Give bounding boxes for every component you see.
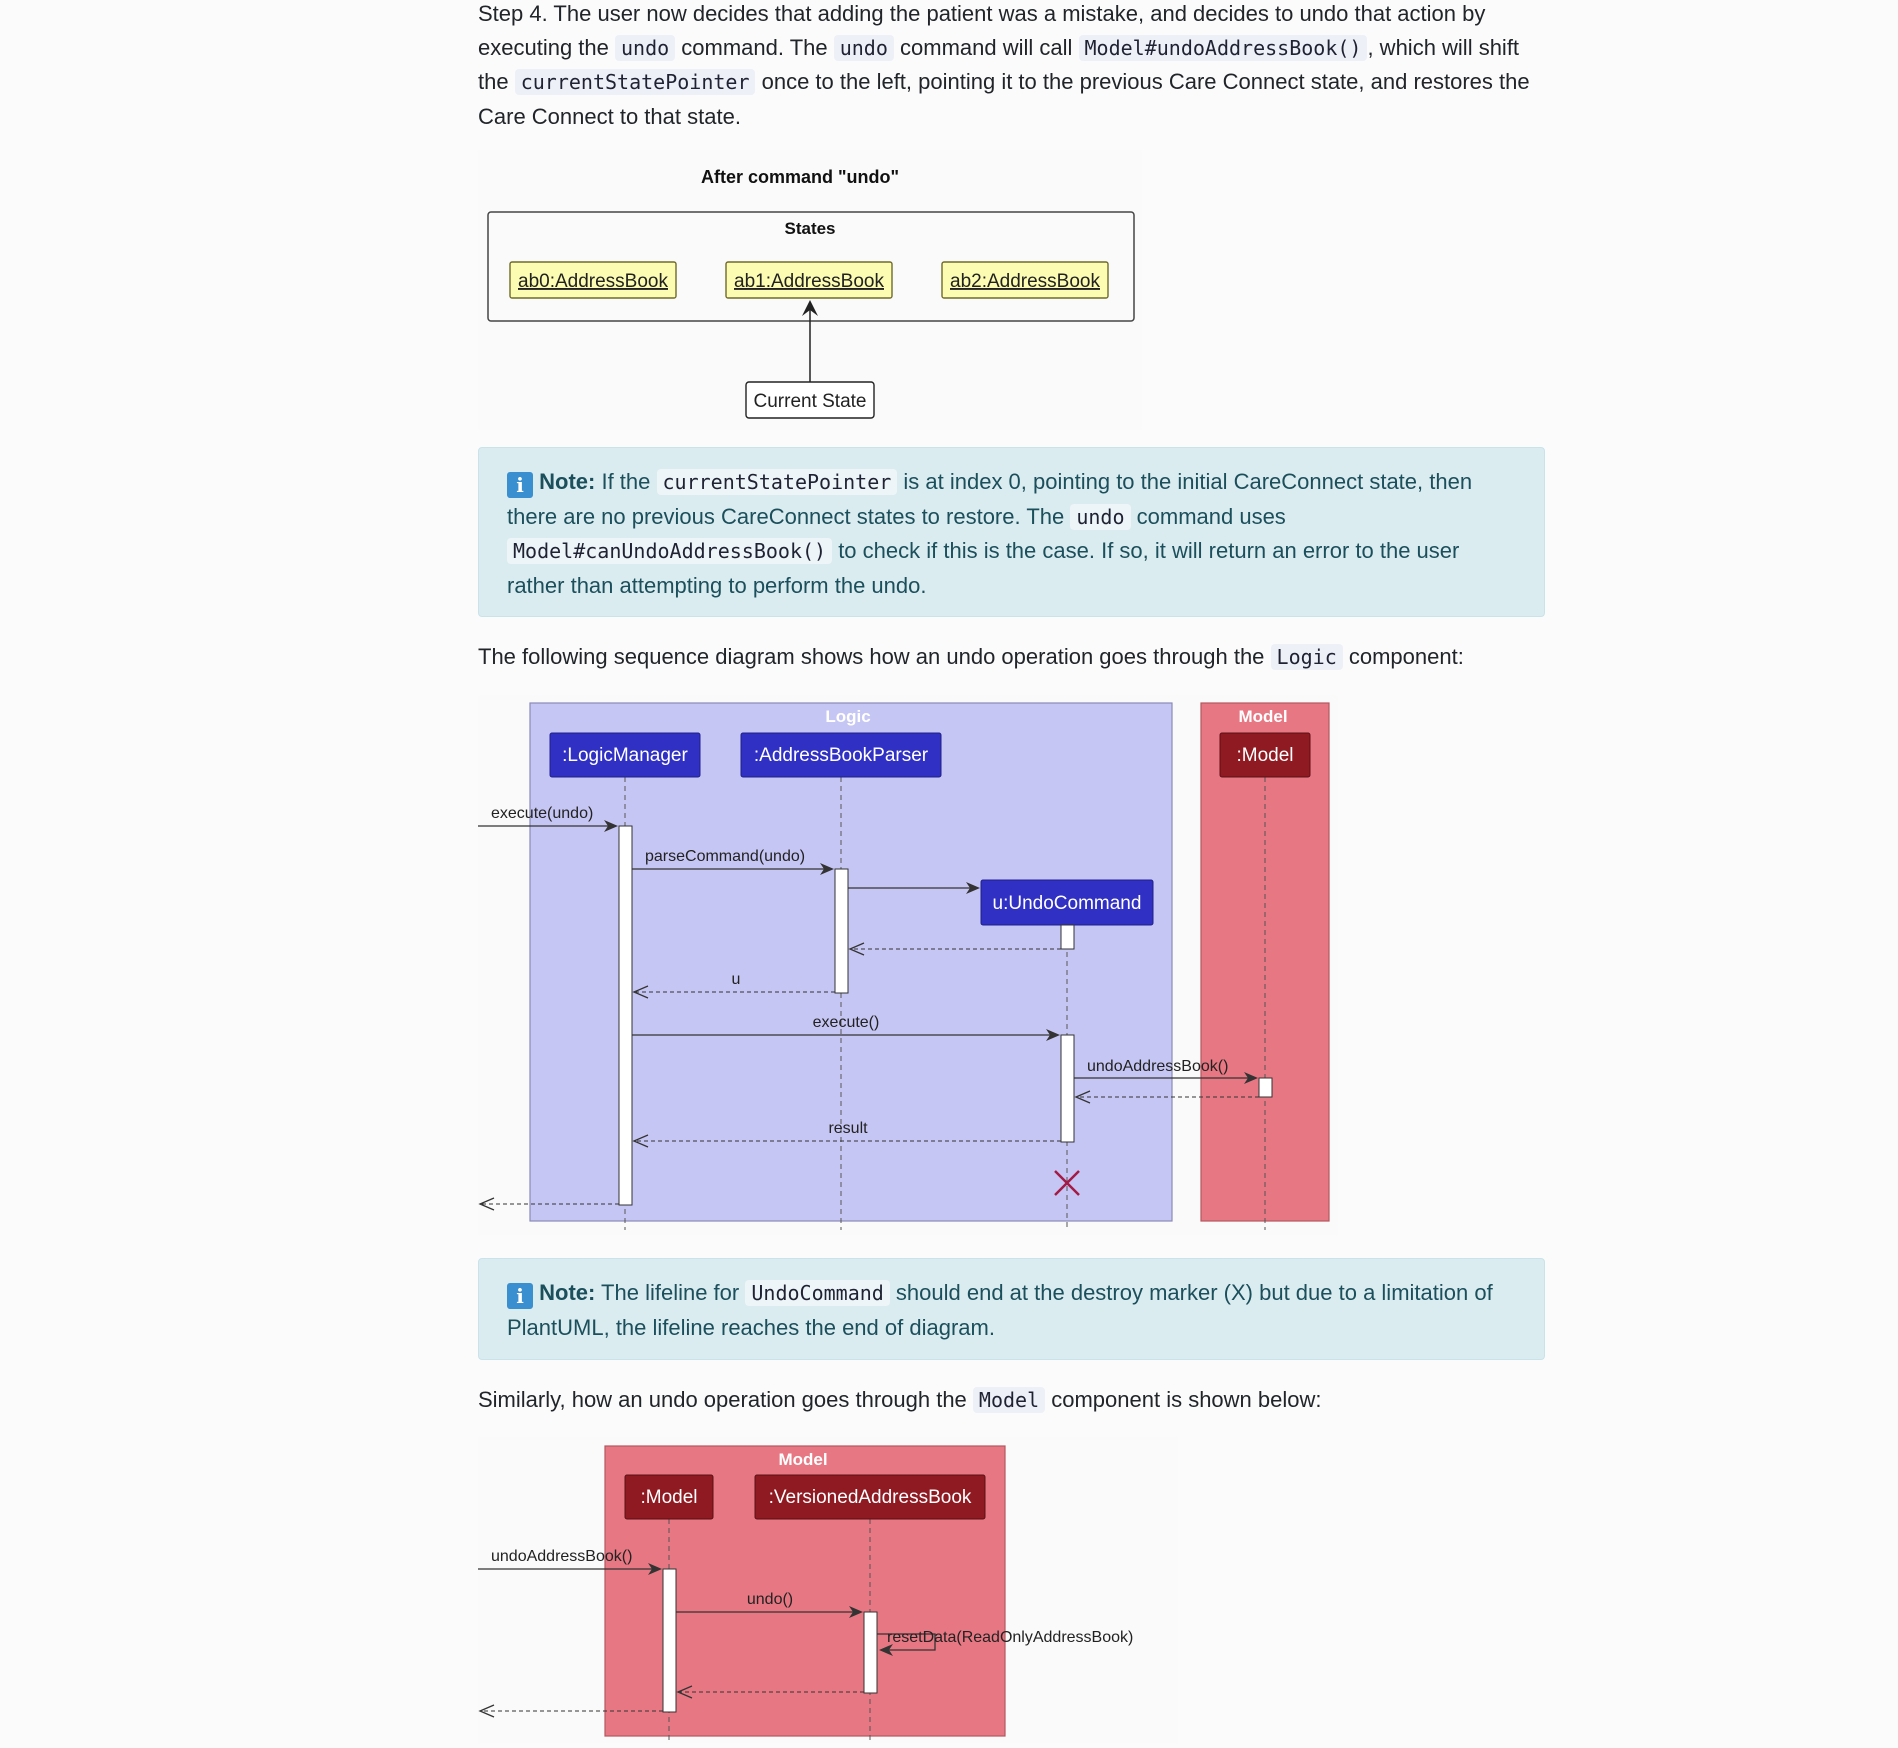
participant-model-label: :Model: [1236, 745, 1293, 766]
participant-model: :Model: [1219, 732, 1311, 778]
arrowhead-icon: [820, 863, 834, 875]
model-sequence-diagram: Model :Model :VersionedAddressBook undoA…: [478, 1437, 1178, 1743]
message-reset-data-label: resetData(ReadOnlyAddressBook): [887, 1629, 1133, 1646]
inline-code: Model#canUndoAddressBook(): [507, 538, 833, 564]
step4-text: command. The: [675, 34, 834, 60]
info-icon: i: [507, 472, 533, 498]
step4-text: command will call: [893, 34, 1079, 60]
inline-code: UndoCommand: [745, 1280, 890, 1306]
states-frame-label: States: [784, 219, 835, 238]
intro-text: Similarly, how an undo operation goes th…: [478, 1387, 973, 1412]
state-ab1: ab1:AddressBook: [725, 261, 893, 299]
note-text: The lifeline for: [595, 1280, 746, 1305]
note-label: Note:: [539, 1280, 596, 1305]
arrowhead-icon: [1244, 1072, 1258, 1084]
participant-parser-label: :AddressBookParser: [754, 745, 929, 766]
state-ab1-label: ab1:AddressBook: [734, 271, 884, 292]
message-undo-address-book-label: undoAddressBook(): [1087, 1058, 1228, 1075]
message-reset-data: [877, 1633, 936, 1651]
message-undo-label: undo(): [747, 1591, 793, 1608]
note-text: should end at the destroy marker (X) but…: [507, 1280, 1493, 1340]
activation-undo-command-execute: [1060, 1034, 1075, 1143]
note-lifeline: i Note: The lifeline for UndoCommand sho…: [478, 1258, 1545, 1360]
inline-code: undo: [833, 34, 894, 61]
step4-text: once to the left, pointing it to the pre…: [478, 69, 1530, 129]
state-ab0: ab0:AddressBook: [509, 261, 677, 299]
intro-text: component is shown below:: [1045, 1387, 1322, 1412]
inline-code: undo: [1070, 503, 1131, 530]
note-text: is at index 0, pointing to the initial C…: [507, 469, 1473, 529]
arrowhead-icon: [676, 1685, 693, 1699]
state-diagram: After command "undo" States ab0:AddressB…: [478, 150, 1142, 430]
activation-parser: [834, 868, 849, 994]
activation-undo-command-constructor: [1060, 924, 1075, 950]
inline-code: currentStatePointer: [514, 69, 756, 95]
participant-versioned-address-book: :VersionedAddressBook: [754, 1474, 986, 1520]
current-state-label: Current State: [754, 391, 867, 412]
participant-logic-manager-label: :LogicManager: [562, 745, 688, 766]
inline-code: currentStatePointer: [656, 469, 898, 495]
arrowhead-icon: [648, 1563, 662, 1575]
activation-model: [662, 1568, 677, 1713]
logic-intro-paragraph: The following sequence diagram shows how…: [478, 640, 1545, 675]
arrowhead-icon: [879, 1644, 893, 1656]
message-parse-command-label: parseCommand(undo): [645, 848, 805, 865]
arrowhead-icon: [848, 942, 865, 956]
note-text: command uses: [1130, 503, 1286, 529]
activation-model: [1258, 1077, 1273, 1098]
participant-model: :Model: [624, 1474, 714, 1520]
intro-text: component:: [1342, 644, 1464, 669]
note-label: Note:: [539, 469, 596, 494]
arrowhead-icon: [632, 985, 649, 999]
state-diagram-title: After command "undo": [701, 167, 899, 187]
return-u-label: u: [732, 971, 741, 988]
step4-text: , which will shift the: [478, 34, 1520, 95]
arrowhead-icon: [632, 1134, 649, 1148]
participant-undo-command: u:UndoCommand: [980, 879, 1154, 926]
state-ab0-label: ab0:AddressBook: [518, 271, 668, 292]
inline-code: Model: [972, 1387, 1046, 1413]
step4-text: Step 4. The user now decides that adding…: [478, 1, 1486, 60]
arrowhead-icon: [966, 882, 980, 894]
model-box-label: Model: [778, 1450, 827, 1469]
intro-text: The following sequence diagram shows how…: [478, 644, 1271, 669]
state-ab2-label: ab2:AddressBook: [950, 271, 1100, 292]
participant-parser: :AddressBookParser: [740, 732, 942, 778]
inline-code: Model#undoAddressBook(): [1078, 34, 1368, 61]
note-text: to check if this is the case. If so, it …: [507, 538, 1460, 598]
states-frame: [487, 211, 1135, 322]
arrowhead-icon: [1046, 1029, 1060, 1041]
activation-logic-manager: [618, 825, 633, 1206]
arrowhead-icon: [1074, 1090, 1091, 1104]
destroy-marker-icon: [1054, 1170, 1080, 1196]
participant-model-label: :Model: [640, 1487, 697, 1508]
logic-box-label: Logic: [825, 707, 870, 726]
participant-undo-command-label: u:UndoCommand: [993, 893, 1142, 914]
logic-sequence-diagram: Logic Model :LogicManager :AddressBookPa…: [478, 695, 1338, 1235]
note-can-undo: i Note: If the currentStatePointer is at…: [478, 447, 1545, 617]
arrowhead-icon: [802, 300, 818, 316]
participant-logic-manager: :LogicManager: [549, 732, 701, 778]
state-ab2: ab2:AddressBook: [941, 261, 1109, 299]
message-execute-undo-label: execute(undo): [491, 805, 593, 822]
info-icon: i: [507, 1283, 533, 1309]
arrowhead-icon: [849, 1606, 863, 1618]
arrowhead-icon: [604, 820, 618, 832]
inline-code: undo: [614, 34, 676, 61]
return-result-label: result: [828, 1120, 868, 1137]
activation-versioned-address-book: [863, 1611, 878, 1694]
model-intro-paragraph: Similarly, how an undo operation goes th…: [478, 1383, 1545, 1418]
model-box-label: Model: [1238, 707, 1287, 726]
note-text: If the: [595, 469, 657, 494]
arrowhead-icon: [478, 1197, 495, 1211]
message-execute-label: execute(): [813, 1014, 880, 1031]
participant-versioned-address-book-label: :VersionedAddressBook: [769, 1487, 972, 1508]
step4-paragraph: Step 4. The user now decides that adding…: [478, 0, 1545, 133]
arrowhead-icon: [478, 1704, 495, 1718]
current-state-box: [745, 381, 875, 419]
message-undo-address-book-label: undoAddressBook(): [491, 1548, 632, 1565]
inline-code: Logic: [1270, 644, 1343, 670]
